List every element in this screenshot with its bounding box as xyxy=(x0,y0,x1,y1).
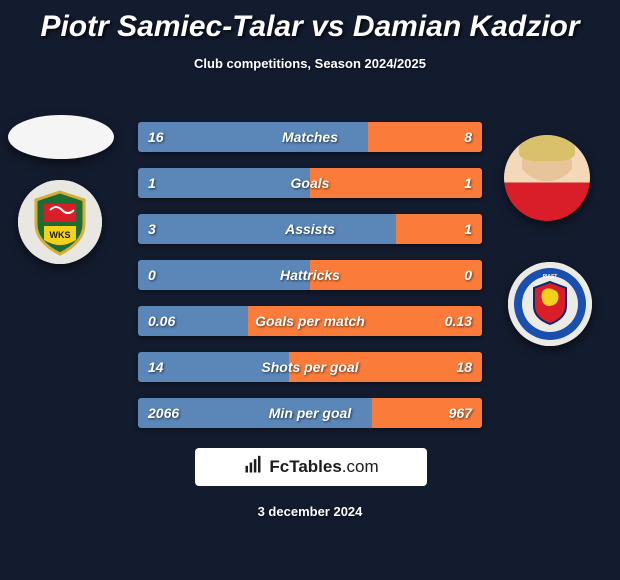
stat-row: 3Assists1 xyxy=(138,214,482,244)
page-title: Piotr Samiec-Talar vs Damian Kadzior xyxy=(0,0,620,44)
stat-row: 2066Min per goal967 xyxy=(138,398,482,428)
subtitle: Club competitions, Season 2024/2025 xyxy=(0,56,620,71)
stat-row: 16Matches8 xyxy=(138,122,482,152)
brand-text: FcTables.com xyxy=(269,457,378,477)
brand-chart-icon xyxy=(243,455,263,480)
stat-row: 14Shots per goal18 xyxy=(138,352,482,382)
stat-label: Hattricks xyxy=(138,260,482,290)
stat-label: Goals per match xyxy=(138,306,482,336)
club-badge-left: WKS xyxy=(18,180,102,264)
stat-value-right: 1 xyxy=(464,214,472,244)
stat-label: Shots per goal xyxy=(138,352,482,382)
stat-label: Goals xyxy=(138,168,482,198)
date-label: 3 december 2024 xyxy=(0,504,620,519)
stat-label: Min per goal xyxy=(138,398,482,428)
player-right-avatar xyxy=(504,135,590,221)
stat-label: Matches xyxy=(138,122,482,152)
stat-value-right: 18 xyxy=(456,352,472,382)
stat-value-right: 967 xyxy=(449,398,472,428)
stat-value-right: 0.13 xyxy=(445,306,472,336)
stat-row: 0.06Goals per match0.13 xyxy=(138,306,482,336)
stats-rows: 16Matches81Goals13Assists10Hattricks00.0… xyxy=(138,122,482,444)
stat-label: Assists xyxy=(138,214,482,244)
stat-value-right: 1 xyxy=(464,168,472,198)
stat-row: 0Hattricks0 xyxy=(138,260,482,290)
svg-text:PIAST: PIAST xyxy=(543,274,558,280)
club-badge-right: PIAST xyxy=(508,262,592,346)
brand-badge: FcTables.com xyxy=(195,448,427,486)
stat-value-right: 8 xyxy=(464,122,472,152)
stat-row: 1Goals1 xyxy=(138,168,482,198)
stat-value-right: 0 xyxy=(464,260,472,290)
player-left-avatar xyxy=(8,115,114,159)
svg-text:WKS: WKS xyxy=(50,230,71,240)
